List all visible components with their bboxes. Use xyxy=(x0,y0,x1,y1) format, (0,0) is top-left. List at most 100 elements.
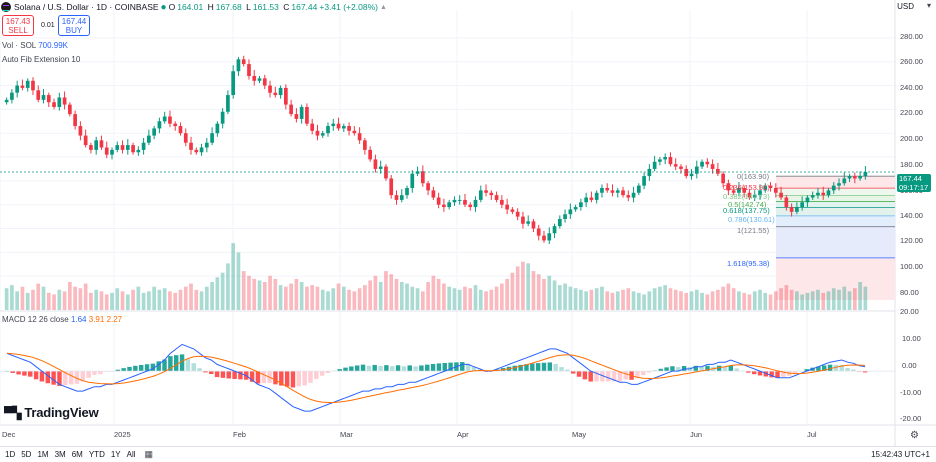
macd-histogram-bar xyxy=(676,367,681,372)
time-axis-label: May xyxy=(572,430,587,439)
candle-body xyxy=(78,126,83,136)
timeframe-1m[interactable]: 1M xyxy=(37,450,49,459)
candle-body xyxy=(226,95,230,112)
macd-label: MACD 12 26 close xyxy=(2,315,69,324)
volume-bar xyxy=(183,286,188,310)
macd-histogram-bar xyxy=(86,371,91,378)
volume-bar xyxy=(110,292,114,310)
symbol-title[interactable]: Solana / U.S. Dollar · 1D · COINBASE xyxy=(14,2,159,12)
candle-body xyxy=(268,85,272,93)
macd-histogram-bar xyxy=(611,371,617,382)
timeframe-1y[interactable]: 1Y xyxy=(110,450,121,459)
volume-bar xyxy=(141,292,146,310)
fib-zone xyxy=(776,188,895,196)
volume-bar xyxy=(626,288,631,310)
candle-body xyxy=(621,190,625,196)
volume-bar xyxy=(594,288,599,310)
volume-bar xyxy=(547,275,552,310)
candle-body xyxy=(210,133,214,143)
candle-body xyxy=(241,59,246,65)
macd-histogram-bar xyxy=(699,366,704,372)
macd-histogram-bar xyxy=(851,369,856,372)
candle-body xyxy=(568,209,573,215)
calendar-icon[interactable]: ▦ xyxy=(144,449,154,459)
macd-histogram-bar xyxy=(553,363,558,372)
volume-bar xyxy=(747,294,752,310)
macd-legend[interactable]: MACD 12 26 close 1.64 3.91 2.27 xyxy=(2,315,122,324)
macd-histogram-bar xyxy=(430,363,436,372)
volume-bar xyxy=(20,286,25,310)
ohlc-open-label: O xyxy=(168,2,176,12)
volume-bar xyxy=(299,282,304,310)
candle-body xyxy=(284,87,288,105)
candle-body xyxy=(363,140,367,150)
macd-axis-label: -10.00 xyxy=(900,388,922,397)
macd-histogram-bar xyxy=(425,364,430,372)
macd-histogram-bar xyxy=(10,371,15,373)
candle-body xyxy=(673,164,678,167)
price-axis-label: 220.00 xyxy=(900,108,923,117)
macd-histogram-bar xyxy=(261,371,267,384)
volume-bar xyxy=(784,285,789,310)
macd-histogram-bar xyxy=(354,365,360,372)
buy-label: BUY xyxy=(65,26,83,35)
macd-histogram-bar xyxy=(63,371,68,386)
volume-bar xyxy=(721,286,725,310)
volume-legend[interactable]: Vol · SOL 700.99K xyxy=(2,41,68,50)
fib-legend[interactable]: Auto Fib Extension 10 xyxy=(2,55,80,64)
time-axis-label: Feb xyxy=(233,430,246,439)
volume-bar xyxy=(405,283,409,310)
volume-bar xyxy=(726,283,731,310)
time-axis-label: Jun xyxy=(690,430,703,439)
macd-histogram-bar xyxy=(366,365,372,372)
candle-body xyxy=(689,173,694,177)
candle-body xyxy=(168,116,172,124)
candle-body xyxy=(120,145,125,150)
timeframe-all[interactable]: All xyxy=(126,450,136,459)
macd-histogram-bar xyxy=(757,371,763,376)
timeframe-ytd[interactable]: YTD xyxy=(88,450,105,459)
price-axis-label: 200.00 xyxy=(900,134,923,143)
volume-bar xyxy=(779,288,783,310)
candle-body xyxy=(842,178,847,184)
volume-bar xyxy=(178,289,183,310)
macd-histogram-bar xyxy=(804,369,809,372)
timeframe-3m[interactable]: 3M xyxy=(54,450,66,459)
fib-zone xyxy=(776,207,895,216)
macd-histogram-bar xyxy=(232,371,237,379)
time-axis-label: Apr xyxy=(457,430,469,439)
macd-histogram-bar xyxy=(547,362,553,372)
tradingview-logo[interactable]: ▀▚ TradingView xyxy=(4,405,99,420)
candle-body xyxy=(605,188,610,191)
timeframe-1d[interactable]: 1D xyxy=(5,450,16,459)
macd-histogram-bar xyxy=(442,362,447,372)
candle-body xyxy=(99,140,104,148)
timeframe-6m[interactable]: 6M xyxy=(71,450,83,459)
candle-body xyxy=(805,197,810,203)
currency-label[interactable]: USD xyxy=(897,2,914,11)
macd-histogram-bar xyxy=(751,371,757,375)
sell-button[interactable]: 167.43 SELL xyxy=(2,15,34,36)
candle-body xyxy=(542,235,546,241)
time-axis-label: 2025 xyxy=(114,430,131,439)
macd-histogram-bar xyxy=(378,366,383,372)
buy-button[interactable]: 167.44 BUY xyxy=(58,15,90,36)
volume-bar xyxy=(442,283,446,310)
macd-axis-label: 10.00 xyxy=(902,334,921,343)
candle-body xyxy=(763,185,768,191)
candle-body xyxy=(89,145,93,150)
timeframe-5d[interactable]: 5D xyxy=(21,450,32,459)
volume-bar xyxy=(368,280,372,310)
fib-level-label: 1.618(95.38) xyxy=(727,259,770,268)
currency-dropdown-icon[interactable]: ▾ xyxy=(926,1,931,10)
clock[interactable]: 15:42:43 UTC+1 xyxy=(871,450,930,459)
settings-icon[interactable]: ⚙ xyxy=(910,430,919,441)
volume-bar xyxy=(852,288,857,310)
candle-body xyxy=(25,80,30,88)
collapse-arrow-icon[interactable]: ▲ xyxy=(379,3,387,11)
volume-bar xyxy=(94,289,99,310)
candle-body xyxy=(320,133,325,136)
macd-histogram-bar xyxy=(407,365,412,372)
candle-body xyxy=(15,85,20,93)
